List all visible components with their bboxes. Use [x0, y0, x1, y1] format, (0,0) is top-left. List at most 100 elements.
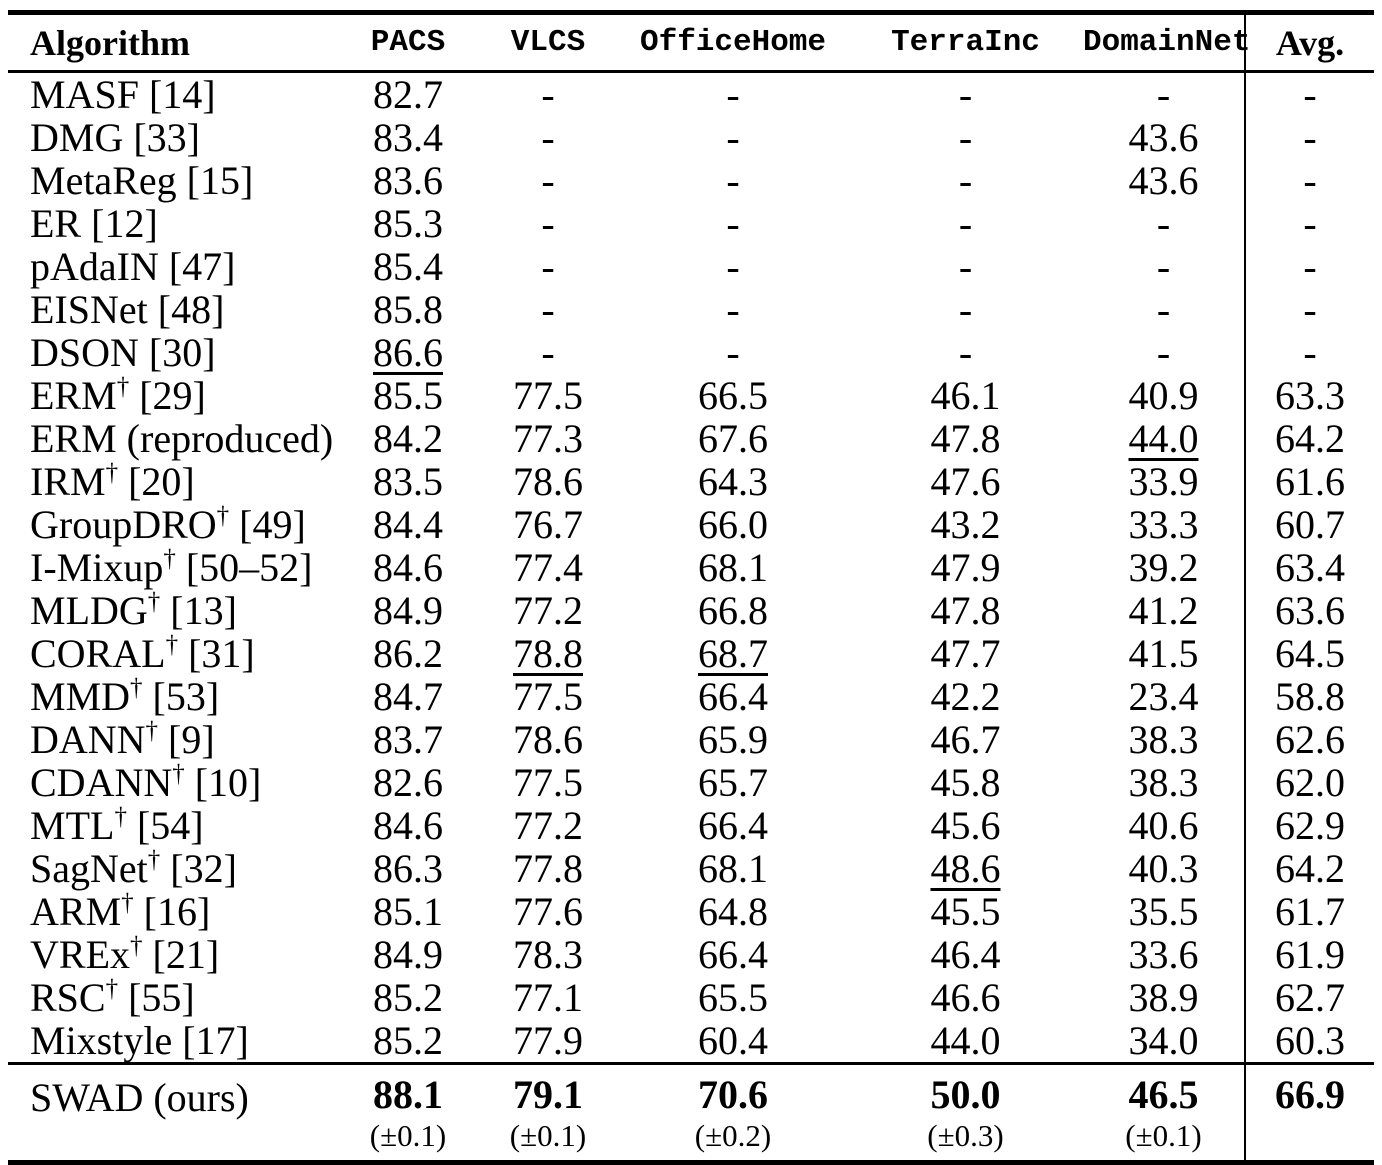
- score-value: -: [726, 329, 740, 375]
- score-value: 78.6: [513, 716, 583, 762]
- score-value: 85.5: [373, 372, 443, 418]
- score-cell: 43.2: [848, 503, 1083, 546]
- avg-value: 62.7: [1275, 974, 1345, 1020]
- avg-cell: 60.7: [1244, 503, 1374, 546]
- dagger-symbol: †: [116, 373, 130, 401]
- avg-value: 62.9: [1275, 802, 1345, 848]
- avg-value: 64.5: [1275, 630, 1345, 676]
- score-cell: 76.7: [478, 503, 618, 546]
- avg-value: 61.7: [1275, 888, 1345, 934]
- algorithm-name: MTL: [30, 802, 115, 848]
- table-row: DSON [30] 86.6 - - - - -: [8, 331, 1374, 374]
- score-value: 77.2: [513, 802, 583, 848]
- table-header: Algorithm PACS VLCS OfficeHome TerraInc Domai…: [8, 12, 1374, 73]
- score-cell: 77.2: [478, 589, 618, 632]
- score-cell: -: [848, 159, 1083, 202]
- table-row: CDANN† [10] 82.6 77.5 65.7 45.8 38.3 62.0: [8, 761, 1374, 804]
- score-cell: 84.4: [338, 503, 478, 546]
- score-cell: 86.6: [338, 331, 478, 374]
- score-cell: -: [618, 116, 848, 159]
- score-cell: -: [478, 202, 618, 245]
- score-value: -: [1156, 200, 1171, 246]
- score-cell: 33.3: [1083, 503, 1245, 546]
- score-value: 78.8: [513, 630, 583, 676]
- score-value: 33.9: [1128, 458, 1199, 504]
- score-value: 33.3: [1128, 501, 1199, 547]
- algorithm-cell: pAdaIN [47]: [8, 245, 338, 288]
- score-value: 65.9: [698, 716, 768, 762]
- avg-value: -: [1303, 200, 1317, 246]
- score-cell: 39.2: [1083, 546, 1245, 589]
- swad-score-cell: 88.1 (±0.1): [338, 1062, 478, 1163]
- algorithm-cell: RSC† [55]: [8, 976, 338, 1019]
- algorithm-cell: VREx† [21]: [8, 933, 338, 976]
- score-value: 83.4: [373, 114, 443, 160]
- avg-value: 61.6: [1275, 458, 1345, 504]
- score-cell: 84.6: [338, 546, 478, 589]
- avg-cell: 63.4: [1244, 546, 1374, 589]
- avg-value: -: [1303, 329, 1317, 375]
- score-value: 83.5: [373, 458, 443, 504]
- score-cell: 84.2: [338, 417, 478, 460]
- score-value: -: [958, 157, 973, 203]
- score-value: 46.1: [930, 372, 1001, 418]
- score-value: 33.6: [1128, 931, 1199, 977]
- score-cell: 85.8: [338, 288, 478, 331]
- score-value: 77.3: [513, 415, 583, 461]
- score-cell: -: [1083, 288, 1245, 331]
- algorithm-cell: EISNet [48]: [8, 288, 338, 331]
- score-value: 85.1: [373, 888, 443, 934]
- score-cell: 68.1: [618, 546, 848, 589]
- algorithm-name: VREx: [30, 931, 130, 977]
- score-cell: 66.8: [618, 589, 848, 632]
- avg-value: -: [1303, 114, 1317, 160]
- score-cell: 35.5: [1083, 890, 1245, 933]
- avg-cell: -: [1244, 114, 1374, 160]
- score-cell: 77.1: [478, 976, 618, 1019]
- score-value: 44.0: [1128, 415, 1199, 461]
- score-value: 64.8: [698, 888, 768, 934]
- score-cell: -: [1083, 202, 1245, 245]
- score-value: 84.7: [373, 673, 443, 719]
- score-cell: 78.6: [478, 460, 618, 503]
- table-row: MTL† [54] 84.6 77.2 66.4 45.6 40.6 62.9: [8, 804, 1374, 847]
- citation: [32]: [170, 845, 237, 891]
- score-cell: 66.4: [618, 675, 848, 718]
- algorithm-cell: ERM (reproduced): [8, 417, 338, 460]
- score-value: 84.9: [373, 587, 443, 633]
- score-value: -: [541, 329, 555, 375]
- score-cell: -: [1083, 331, 1245, 374]
- dagger-symbol: †: [145, 717, 159, 745]
- score-cell: 47.8: [848, 589, 1083, 632]
- score-value: -: [726, 71, 740, 117]
- score-value: 86.2: [373, 630, 443, 676]
- citation: [29]: [139, 372, 206, 418]
- score-cell: 64.3: [618, 460, 848, 503]
- table-row: MMD† [53] 84.7 77.5 66.4 42.2 23.4 58.8: [8, 675, 1374, 718]
- algorithm-name: DSON: [30, 329, 139, 375]
- score-value: 66.4: [698, 931, 768, 977]
- score-value: 45.8: [930, 759, 1001, 805]
- score-cell: 77.5: [478, 761, 618, 804]
- score-cell: 85.2: [338, 1019, 478, 1064]
- score-value: -: [726, 286, 740, 332]
- score-value: 86.6: [373, 329, 443, 375]
- swad-score-stddev: (±0.1): [1125, 1118, 1202, 1153]
- score-value: 82.6: [373, 759, 443, 805]
- score-value: 77.4: [513, 544, 583, 590]
- table-row: ERM† [29] 85.5 77.5 66.5 46.1 40.9 63.3: [8, 374, 1374, 417]
- avg-value: 62.6: [1275, 716, 1345, 762]
- swad-score-stddev: (±0.3): [927, 1118, 1004, 1153]
- algorithm-name: IRM: [30, 458, 106, 504]
- avg-value: -: [1303, 286, 1317, 332]
- score-value: -: [958, 243, 973, 289]
- score-cell: 85.1: [338, 890, 478, 933]
- table-row: MASF [14] 82.7 - - - - -: [8, 71, 1374, 117]
- score-cell: -: [478, 72, 618, 117]
- algorithm-cell: IRM† [20]: [8, 460, 338, 503]
- algorithm-name: pAdaIN: [30, 243, 159, 289]
- citation: [49]: [239, 501, 306, 547]
- score-value: 48.6: [930, 845, 1001, 891]
- score-value: -: [726, 157, 740, 203]
- avg-cell: 62.0: [1244, 761, 1374, 804]
